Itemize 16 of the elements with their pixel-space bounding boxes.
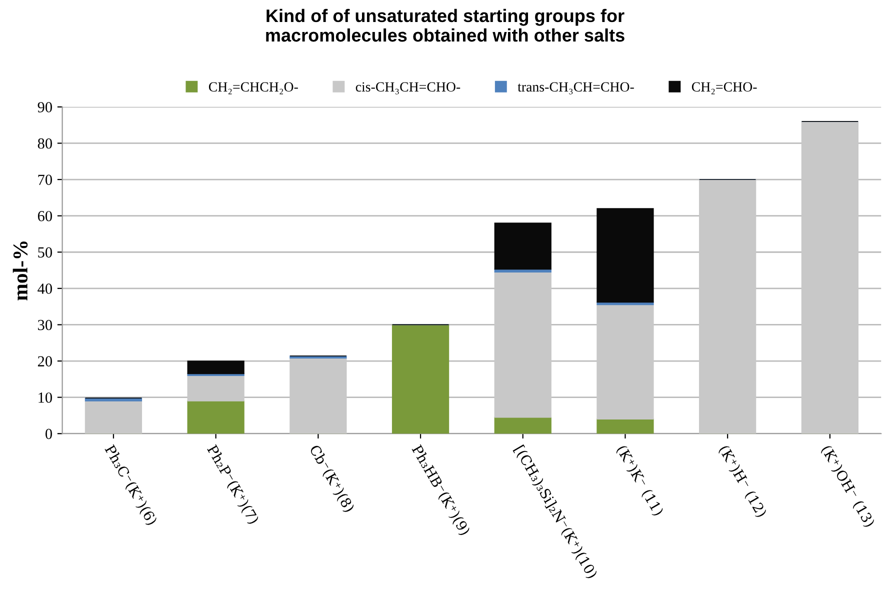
chart-title: Kind of of unsaturated starting groups for macromolecules obtained with other salts (266, 8, 624, 42)
y-axis-title: mol-% (12, 242, 28, 300)
y-tick-label: 0 (46, 428, 52, 440)
legend-label: cis-CH₃CH=CHO- (356, 82, 460, 94)
y-tick-label: 60 (38, 210, 52, 222)
y-tick-label: 20 (38, 356, 52, 366)
y-tick-label: 90 (38, 102, 52, 112)
legend-label: trans-CH₃CH=CHO- (518, 82, 634, 94)
y-tick-label: 70 (38, 174, 52, 185)
y-tick-label: 10 (38, 392, 52, 403)
y-tick-label: 50 (38, 247, 52, 258)
y-tick-label: 80 (38, 138, 52, 149)
legend-label: CH₂=CHO- (692, 82, 757, 94)
legend-label: CH₂=CHCH₂O- (208, 82, 298, 94)
y-tick-label: 40 (38, 284, 52, 294)
y-tick-label: 30 (38, 320, 52, 330)
